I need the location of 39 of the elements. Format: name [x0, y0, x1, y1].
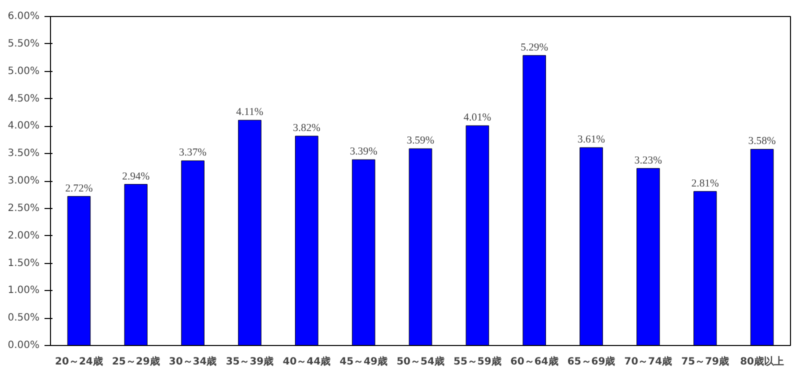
y-tick-label: 3.50% — [8, 148, 40, 160]
data-label: 3.23% — [634, 155, 662, 166]
data-label: 3.58% — [748, 136, 776, 148]
y-tick-label: 5.00% — [8, 66, 40, 77]
data-label: 5.29% — [520, 42, 548, 54]
data-label: 3.39% — [350, 146, 378, 158]
data-label: 2.81% — [691, 178, 719, 190]
x-tick-label: 55～59歳 — [454, 356, 502, 368]
y-tick-label: 6.00% — [8, 11, 40, 22]
y-tick-label: 2.50% — [8, 202, 40, 214]
x-tick-label: 35～39歳 — [226, 356, 274, 368]
data-label: 3.61% — [578, 134, 606, 146]
x-tick-label: 20～24歳 — [55, 356, 103, 368]
x-tick-label: 60～64歳 — [510, 356, 558, 368]
data-label: 4.11% — [236, 107, 264, 118]
data-label: 2.72% — [65, 183, 93, 194]
x-tick-label: 75～79歳 — [681, 356, 730, 368]
x-tick-label: 30～34歳 — [168, 356, 217, 368]
data-label: 3.37% — [179, 148, 207, 159]
x-tick-label: 80歳以上 — [740, 356, 784, 368]
y-tick-label: 0.00% — [8, 340, 40, 351]
y-tick-label: 4.50% — [8, 93, 40, 104]
x-tick-label: 40～44歳 — [282, 356, 331, 368]
y-tick-label: 1.50% — [8, 258, 40, 269]
y-tick-label: 3.00% — [8, 176, 40, 186]
data-label: 3.82% — [292, 123, 321, 134]
data-label: 2.94% — [122, 171, 150, 182]
y-tick-label: 4.00% — [8, 120, 40, 132]
data-label: 4.01% — [464, 112, 492, 124]
y-tick-label: 5.50% — [8, 38, 40, 50]
y-tick-label: 0.50% — [8, 312, 40, 324]
x-tick-label: 70～74歳 — [624, 356, 672, 368]
x-tick-label: 45～49歳 — [340, 356, 388, 368]
data-label: 3.59% — [406, 136, 434, 147]
x-tick-label: 65～69歳 — [567, 356, 616, 368]
y-tick-label: 2.00% — [8, 230, 40, 242]
y-tick-label: 1.00% — [8, 285, 40, 296]
x-tick-label: 50～54歳 — [396, 356, 444, 368]
x-tick-label: 25～29歳 — [112, 356, 160, 368]
